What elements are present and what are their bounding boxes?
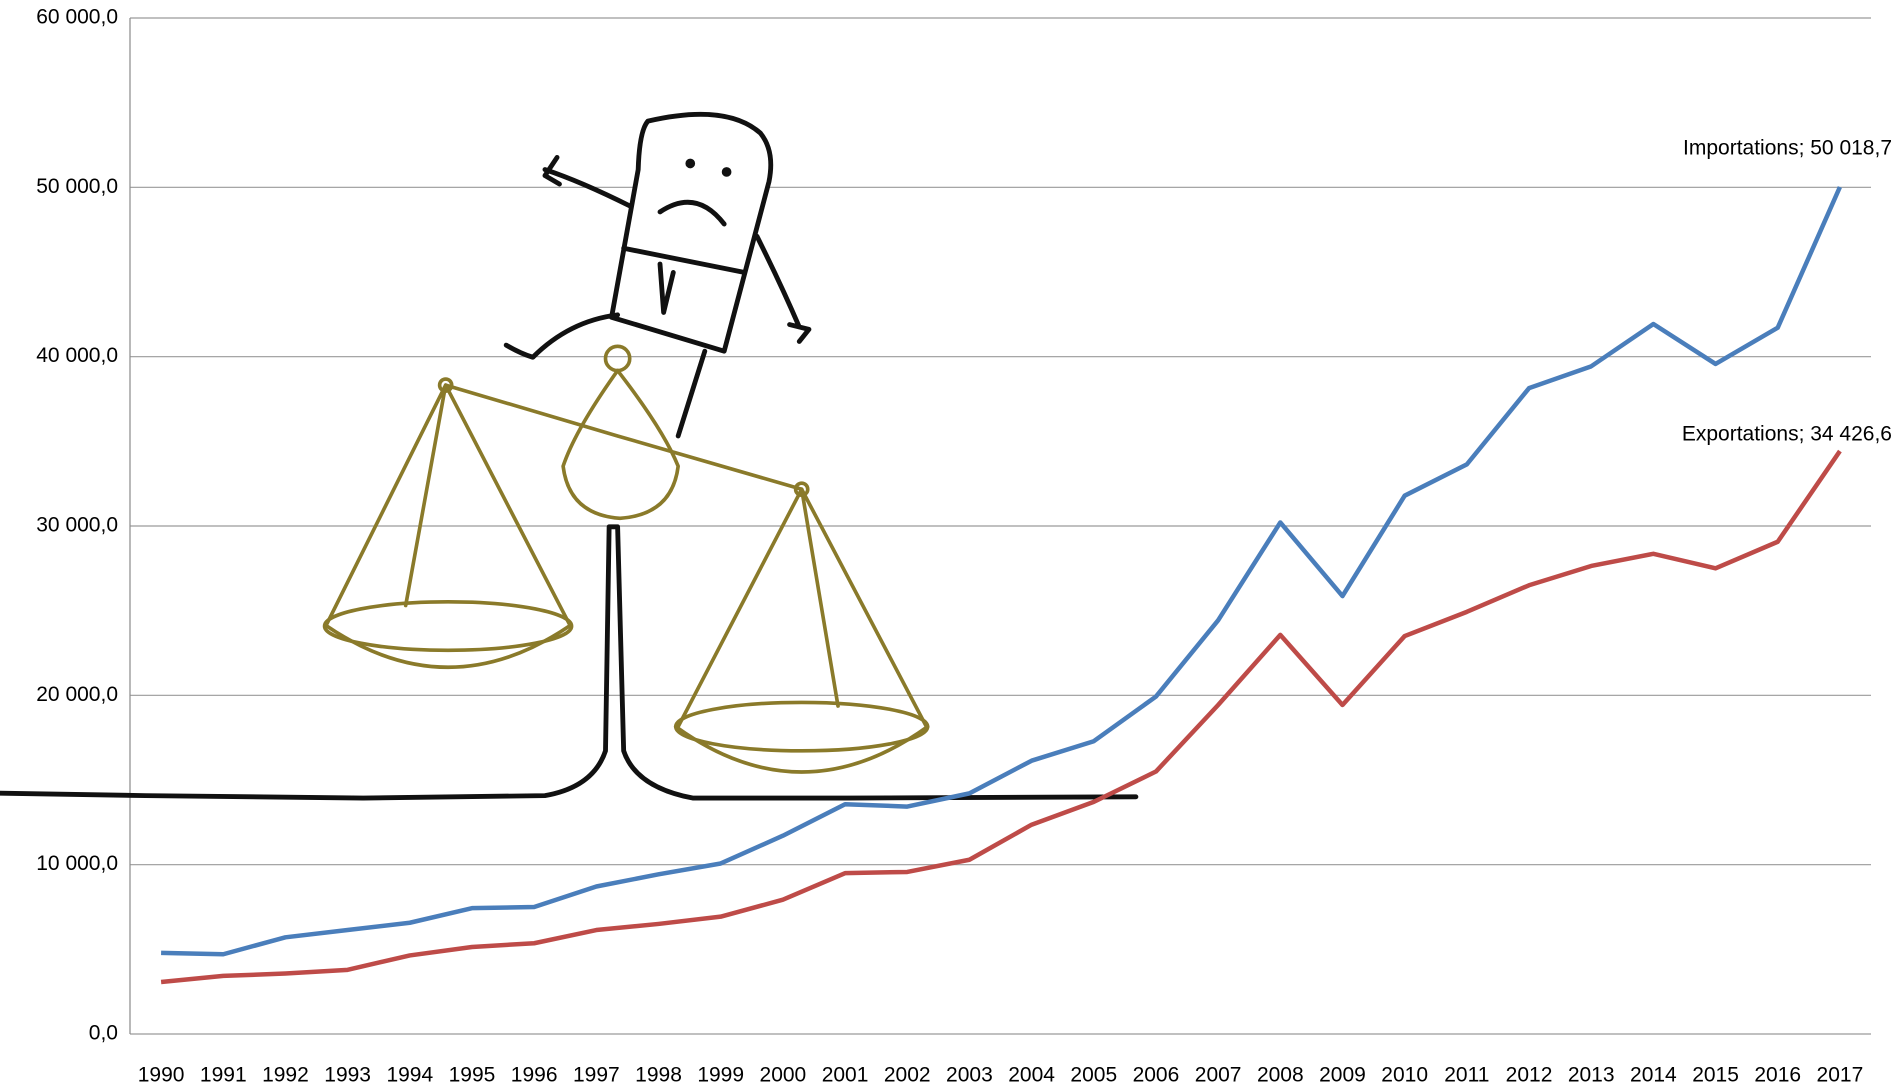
x-tick-label: 1991 bbox=[200, 1064, 247, 1087]
ground-line bbox=[0, 527, 1136, 798]
x-tick-label: 2017 bbox=[1817, 1064, 1864, 1087]
data-label: Importations; 50 018,7 bbox=[1683, 137, 1892, 160]
x-tick-label: 1993 bbox=[324, 1064, 371, 1087]
x-tick-label: 1990 bbox=[138, 1064, 185, 1087]
x-tick-label: 1999 bbox=[697, 1064, 744, 1087]
x-tick-label: 2011 bbox=[1444, 1064, 1489, 1087]
x-tick-label: 1994 bbox=[386, 1064, 433, 1087]
y-tick-label: 10 000,0 bbox=[36, 852, 118, 875]
x-tick-label: 2008 bbox=[1257, 1064, 1304, 1087]
x-tick-label: 2007 bbox=[1195, 1064, 1242, 1087]
x-tick-label: 1996 bbox=[511, 1064, 558, 1087]
axes: 0,0 10 000,0 20 000,0 30 000,0 40 000,0 50 00… bbox=[36, 6, 1871, 1087]
y-tick-label: 60 000,0 bbox=[36, 6, 118, 29]
x-tick-label: 2000 bbox=[760, 1064, 807, 1087]
y-tick-label: 0,0 bbox=[89, 1022, 118, 1045]
x-tick-label: 2012 bbox=[1506, 1064, 1553, 1087]
x-tick-label: 2016 bbox=[1754, 1064, 1801, 1087]
x-tick-label: 2005 bbox=[1070, 1064, 1117, 1087]
balance-scale bbox=[325, 346, 928, 772]
chart: 0,0 10 000,0 20 000,0 30 000,0 40 000,0 50 00… bbox=[0, 0, 1899, 1091]
y-tick-label: 30 000,0 bbox=[36, 514, 118, 537]
y-tick-label: 40 000,0 bbox=[36, 344, 118, 367]
y-tick-label: 20 000,0 bbox=[36, 683, 118, 706]
series-line bbox=[161, 451, 1840, 982]
x-tick-label: 2003 bbox=[946, 1064, 993, 1087]
x-tick-label: 2009 bbox=[1319, 1064, 1366, 1087]
page: {"chart_data": {"type": "line", "categor… bbox=[0, 0, 1899, 1091]
x-tick-label: 1998 bbox=[635, 1064, 682, 1087]
plot-area: Importations; 50 018,7 Exportations; 34 4… bbox=[161, 137, 1892, 982]
x-tick-label: 2002 bbox=[884, 1064, 931, 1087]
y-tick-label: 50 000,0 bbox=[36, 175, 118, 198]
x-tick-label: 2001 bbox=[822, 1064, 869, 1087]
x-tick-label: 1997 bbox=[573, 1064, 620, 1087]
x-tick-label: 2014 bbox=[1630, 1064, 1677, 1087]
x-tick-label: 2006 bbox=[1133, 1064, 1180, 1087]
x-tick-label: 2004 bbox=[1008, 1064, 1055, 1087]
x-tick-label: 2013 bbox=[1568, 1064, 1615, 1087]
x-tick-label: 2010 bbox=[1381, 1064, 1428, 1087]
x-tick-label: 2015 bbox=[1692, 1064, 1739, 1087]
x-tick-label: 1995 bbox=[449, 1064, 496, 1087]
data-label: Exportations; 34 426,6 bbox=[1682, 423, 1892, 446]
x-tick-label: 1992 bbox=[262, 1064, 309, 1087]
stick-figure bbox=[506, 114, 809, 436]
